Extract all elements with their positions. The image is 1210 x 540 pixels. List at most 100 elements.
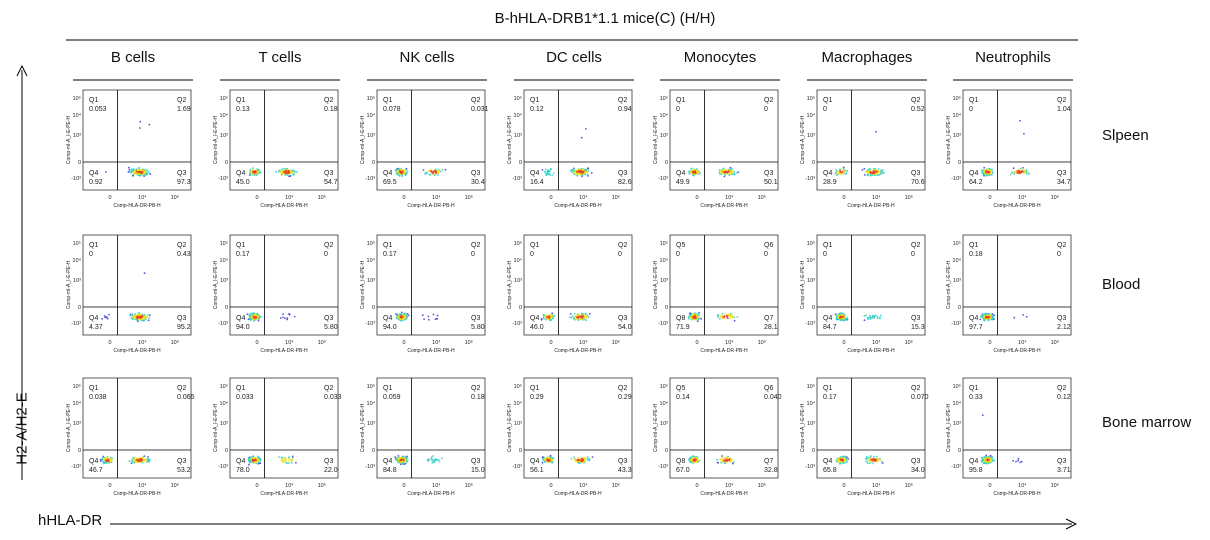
x-tick-label: 10⁶ bbox=[905, 194, 913, 201]
y-tick-label: 10⁴ bbox=[73, 257, 82, 264]
event-dot bbox=[987, 313, 990, 315]
quadrant-value: 0.031 bbox=[471, 106, 489, 113]
event-dot bbox=[569, 316, 571, 319]
event-dot bbox=[866, 173, 869, 176]
event-dot bbox=[694, 459, 696, 462]
quadrant-value: 0 bbox=[911, 251, 915, 258]
quadrant-label: Q1 bbox=[89, 385, 98, 392]
x-tick-label: 0 bbox=[255, 483, 258, 489]
y-tick-label: 10³ bbox=[73, 133, 81, 139]
quadrant-value: 0 bbox=[618, 251, 622, 258]
y-tick-label: 10⁵ bbox=[367, 95, 375, 102]
event-dot bbox=[104, 461, 106, 464]
event-dot bbox=[841, 312, 843, 314]
event-dot bbox=[988, 167, 991, 170]
event-dot bbox=[687, 318, 690, 320]
event-dot bbox=[105, 171, 107, 173]
event-dot bbox=[257, 317, 259, 320]
event-dot bbox=[698, 311, 701, 314]
y-tick-label: -10³ bbox=[658, 321, 668, 327]
event-dot bbox=[107, 459, 110, 462]
quadrant-value: 0 bbox=[676, 251, 680, 258]
event-dot bbox=[148, 459, 151, 462]
event-dot bbox=[1028, 172, 1030, 175]
y-tick-label: 10³ bbox=[367, 421, 375, 427]
quadrant-value: 64.2 bbox=[969, 179, 983, 186]
event-dot bbox=[288, 456, 290, 459]
event-dot bbox=[867, 168, 870, 171]
event-dot bbox=[735, 171, 738, 174]
event-dot bbox=[580, 460, 583, 463]
event-dot bbox=[716, 316, 719, 318]
quadrant-label: Q4 bbox=[676, 170, 685, 177]
event-dot bbox=[879, 314, 882, 317]
event-dot bbox=[257, 455, 259, 458]
event-dot bbox=[1012, 167, 1015, 170]
event-dot bbox=[132, 458, 135, 461]
quadrant-label: Q2 bbox=[471, 385, 480, 392]
x-axis-title: Comp-HLA-DR-PB-H bbox=[260, 203, 308, 209]
plot-frame bbox=[376, 234, 486, 336]
x-axis-title: Comp-HLA-DR-PB-H bbox=[700, 203, 748, 209]
x-tick-label: 10⁴ bbox=[579, 194, 588, 201]
event-dot bbox=[728, 458, 731, 461]
event-dot bbox=[582, 170, 585, 173]
plot-frame bbox=[816, 234, 926, 336]
event-dot bbox=[981, 172, 983, 175]
y-tick-label: 10⁴ bbox=[807, 257, 816, 264]
quadrant-value: 67.0 bbox=[676, 467, 690, 474]
x-tick-label: 10⁴ bbox=[285, 194, 294, 201]
event-dot bbox=[433, 461, 436, 464]
quadrant-value: 69.5 bbox=[383, 179, 397, 186]
y-axis-title: Comp-mI-A_I-E-PE-H bbox=[66, 260, 72, 309]
event-dot bbox=[835, 317, 838, 320]
event-dot bbox=[134, 458, 137, 460]
event-dot bbox=[109, 459, 112, 461]
event-dot bbox=[1020, 460, 1023, 463]
event-dot bbox=[433, 168, 436, 171]
event-dot bbox=[435, 172, 437, 175]
x-tick-label: 0 bbox=[988, 340, 991, 346]
quadrant-label: Q8 bbox=[676, 458, 685, 465]
x-tick-label: 0 bbox=[402, 340, 405, 346]
event-dot bbox=[403, 170, 406, 173]
event-dot bbox=[127, 170, 130, 173]
quadrant-value: 54.7 bbox=[324, 179, 338, 186]
quadrant-label: Q3 bbox=[1057, 458, 1066, 465]
event-dot bbox=[731, 173, 733, 176]
y-tick-label: -10³ bbox=[218, 321, 228, 327]
quadrant-value: 22.0 bbox=[324, 467, 338, 474]
event-dot bbox=[547, 456, 550, 459]
x-tick-label: 10⁴ bbox=[1018, 482, 1027, 489]
event-dot bbox=[690, 457, 693, 459]
x-tick-label: 10⁴ bbox=[432, 194, 441, 201]
event-dot bbox=[435, 458, 438, 461]
event-dot bbox=[541, 461, 544, 464]
event-dot bbox=[572, 170, 575, 172]
quadrant-value: 65.8 bbox=[823, 467, 837, 474]
event-dot bbox=[291, 461, 293, 464]
x-tick-label: 10⁴ bbox=[1018, 194, 1027, 201]
x-tick-label: 10⁶ bbox=[612, 482, 620, 489]
event-dot bbox=[143, 458, 146, 461]
event-dot bbox=[981, 460, 984, 462]
y-tick-label: 10⁵ bbox=[660, 383, 668, 390]
event-dot bbox=[725, 460, 728, 462]
event-dot bbox=[578, 316, 580, 318]
event-dot bbox=[872, 460, 875, 463]
quadrant-label: Q2 bbox=[177, 385, 186, 392]
quadrant-value: 0 bbox=[764, 106, 768, 113]
event-dot bbox=[128, 170, 131, 172]
quadrant-value: 0.18 bbox=[324, 106, 338, 113]
event-dot bbox=[732, 461, 735, 463]
event-dot bbox=[729, 169, 732, 172]
event-dot bbox=[254, 171, 257, 174]
event-dot bbox=[437, 172, 440, 175]
event-dot bbox=[283, 457, 286, 460]
column-header: B cells bbox=[110, 49, 156, 66]
event-dot bbox=[871, 314, 874, 317]
event-dot bbox=[281, 168, 284, 171]
event-dot bbox=[579, 171, 582, 174]
quadrant-value: 0 bbox=[969, 106, 973, 113]
